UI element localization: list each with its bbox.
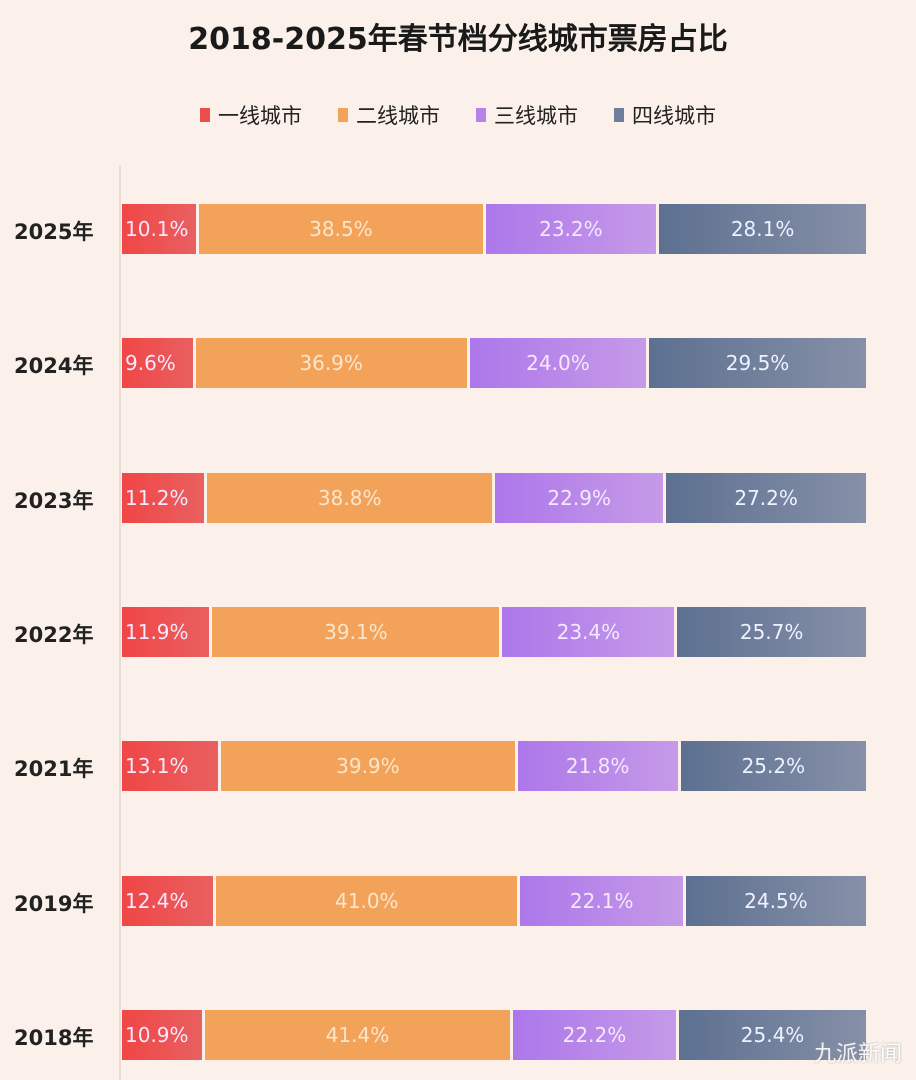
- stacked-bar: 9.6% 36.9% 24.0% 29.5%: [122, 338, 866, 389]
- data-label: 22.2%: [562, 1022, 627, 1047]
- legend-label: 一线城市: [218, 104, 302, 128]
- data-label: 9.6%: [125, 351, 176, 376]
- bar-segment: 10.1%: [122, 204, 197, 254]
- bar-segment: 22.9%: [495, 472, 664, 523]
- data-label: 41.4%: [325, 1022, 390, 1047]
- bar-segment: 23.2%: [485, 204, 657, 254]
- data-label: 23.2%: [539, 217, 603, 241]
- data-label: 25.2%: [741, 754, 806, 779]
- bar-segment: 10.9%: [122, 1009, 203, 1060]
- bar-segment: 12.4%: [122, 875, 214, 926]
- data-label: 11.2%: [125, 485, 189, 510]
- data-label: 36.9%: [299, 351, 363, 376]
- bar-segment: 13.1%: [122, 741, 219, 792]
- y-tick-label: 2021年: [14, 757, 94, 782]
- data-label: 24.0%: [526, 351, 590, 376]
- data-label: 24.5%: [744, 888, 808, 913]
- data-label: 23.4%: [556, 619, 621, 644]
- bar-segment: 24.5%: [685, 875, 866, 926]
- stacked-bar: 10.1% 38.5% 23.2% 28.1%: [122, 204, 866, 254]
- data-label: 10.1%: [125, 217, 189, 241]
- legend-label: 二线城市: [356, 104, 440, 128]
- bar-segment: 25.4%: [679, 1009, 866, 1060]
- legend-swatch: [614, 108, 624, 122]
- stacked-bar: 12.4% 41.0% 22.1% 24.5%: [122, 875, 866, 926]
- data-label: 28.1%: [730, 217, 795, 241]
- y-tick-label: 2018年: [14, 1025, 94, 1050]
- bar-segment: 39.1%: [212, 606, 500, 657]
- data-label: 22.9%: [547, 485, 611, 510]
- stacked-bar: 13.1% 39.9% 21.8% 25.2%: [122, 741, 866, 792]
- y-tick-label: 2025年: [14, 220, 94, 244]
- bar-segment: 21.8%: [517, 741, 678, 792]
- legend-label: 四线城市: [632, 104, 716, 128]
- bar-segment: 22.1%: [520, 875, 683, 926]
- legend: 一线城市 二线城市 三线城市 四线城市: [0, 100, 916, 130]
- watermark: 九派新闻: [813, 1042, 902, 1067]
- data-label: 22.1%: [569, 888, 634, 913]
- y-tick-label: 2024年: [14, 354, 94, 379]
- data-label: 21.8%: [565, 754, 630, 779]
- bar-segment: 39.9%: [221, 741, 515, 792]
- stacked-bar: 10.9% 41.4% 22.2% 25.4%: [122, 1009, 866, 1060]
- data-label: 11.9%: [125, 619, 189, 644]
- bar-segment: 11.9%: [122, 606, 210, 657]
- y-tick-label: 2022年: [14, 622, 94, 647]
- legend-swatch: [200, 108, 210, 122]
- data-label: 38.8%: [317, 485, 382, 510]
- bar-segment: 41.0%: [216, 875, 518, 926]
- bar-segment: 38.5%: [199, 204, 483, 254]
- data-label: 25.7%: [739, 619, 804, 644]
- y-tick-label: 2019年: [14, 891, 94, 916]
- legend-swatch: [338, 108, 348, 122]
- data-label: 29.5%: [725, 351, 790, 376]
- legend-item: 三线城市: [476, 100, 578, 130]
- data-label: 10.9%: [125, 1022, 189, 1047]
- stacked-bar: 11.9% 39.1% 23.4% 25.7%: [122, 606, 866, 657]
- bar-segment: 41.4%: [205, 1009, 510, 1060]
- bar-segment: 27.2%: [666, 472, 866, 523]
- data-label: 12.4%: [125, 888, 189, 913]
- data-label: 41.0%: [335, 888, 399, 913]
- bar-segment: 9.6%: [122, 338, 193, 389]
- data-label: 25.4%: [740, 1022, 805, 1047]
- legend-swatch: [476, 108, 486, 122]
- data-label: 39.9%: [336, 754, 400, 779]
- y-tick-label: 2023年: [14, 488, 94, 513]
- bar-segment: 38.8%: [207, 472, 493, 523]
- bar-segment: 29.5%: [649, 338, 866, 389]
- bar-segment: 11.2%: [122, 472, 205, 523]
- bar-segment: 36.9%: [195, 338, 467, 389]
- legend-item: 一线城市: [200, 100, 302, 130]
- data-label: 38.5%: [309, 217, 373, 241]
- bar-segment: 25.2%: [680, 741, 866, 792]
- bar-segment: 24.0%: [469, 338, 647, 389]
- chart-title: 2018-2025年春节档分线城市票房占比: [188, 22, 728, 57]
- data-label: 27.2%: [734, 485, 798, 510]
- legend-label: 三线城市: [494, 104, 578, 128]
- bar-segment: 28.1%: [659, 204, 866, 254]
- legend-item: 二线城市: [338, 100, 440, 130]
- bar-segment: 22.2%: [512, 1009, 677, 1060]
- data-label: 39.1%: [324, 619, 388, 644]
- data-label: 13.1%: [125, 754, 189, 779]
- bar-segment: 23.4%: [502, 606, 675, 657]
- bar-segment: 25.7%: [677, 606, 866, 657]
- legend-item: 四线城市: [614, 100, 716, 130]
- stacked-bar: 11.2% 38.8% 22.9% 27.2%: [122, 472, 866, 523]
- y-axis-line: [119, 165, 121, 1080]
